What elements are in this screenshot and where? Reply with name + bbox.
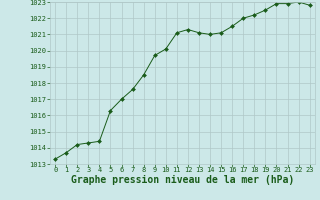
X-axis label: Graphe pression niveau de la mer (hPa): Graphe pression niveau de la mer (hPa)	[71, 175, 294, 185]
